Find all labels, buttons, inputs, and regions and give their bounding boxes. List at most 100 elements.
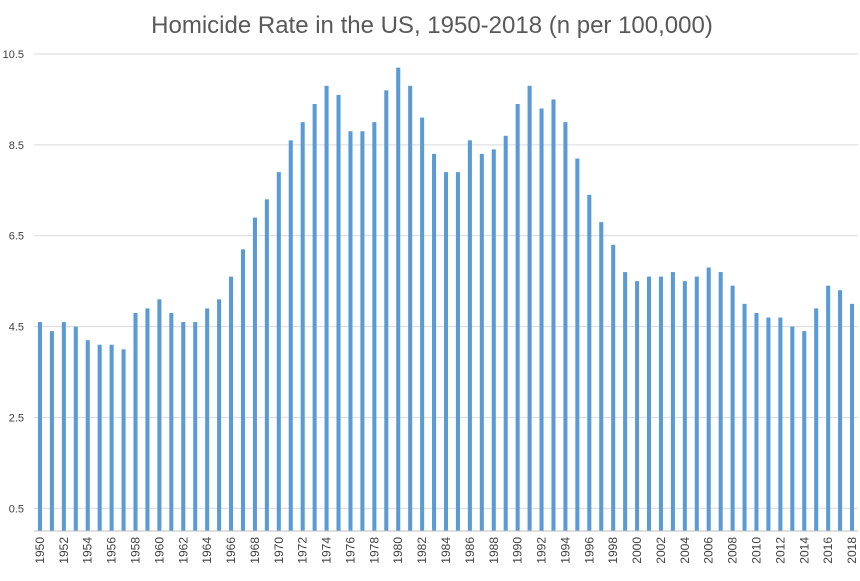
bar-2003 — [670, 272, 675, 531]
bar-1971 — [288, 140, 293, 531]
y-tick-label: 6.5 — [9, 231, 24, 243]
x-tick-label: 1998 — [606, 537, 620, 564]
y-tick-label: 10.5 — [3, 49, 24, 61]
bar-2016 — [826, 285, 831, 531]
bar-1997 — [599, 222, 604, 531]
bar-2000 — [635, 281, 640, 531]
bar-2015 — [814, 308, 819, 531]
bar-1967 — [240, 249, 246, 531]
bar-2001 — [646, 276, 652, 531]
x-tick-label: 1952 — [57, 537, 71, 564]
y-tick-label: 0.5 — [9, 503, 24, 515]
bar-1970 — [276, 172, 281, 532]
bar-2011 — [766, 317, 771, 531]
bar-2007 — [718, 272, 723, 531]
bar-1978 — [372, 122, 377, 531]
x-tick-label: 1972 — [296, 537, 310, 564]
y-tick-label: 8.5 — [9, 140, 24, 152]
x-tick-label: 1966 — [224, 537, 238, 564]
x-tick-label: 1956 — [105, 537, 119, 564]
bar-1964 — [205, 308, 210, 531]
bar-2008 — [730, 285, 735, 531]
x-tick-label: 1974 — [320, 537, 334, 564]
bar-1979 — [384, 90, 389, 531]
bar-1985 — [455, 172, 460, 532]
bar-1983 — [432, 153, 437, 531]
bar-1951 — [49, 331, 54, 531]
x-tick-label: 2012 — [773, 537, 787, 564]
bar-1999 — [623, 272, 628, 531]
bar-1955 — [97, 344, 102, 531]
bar-1961 — [169, 312, 174, 531]
bar-1969 — [264, 199, 269, 531]
x-tick-label: 1964 — [200, 537, 214, 564]
x-tick-label: 1994 — [558, 537, 572, 564]
bar-1987 — [479, 153, 484, 531]
bar-1976 — [348, 131, 353, 532]
y-axis-ticks: 0.5 2.5 4.5 6.5 8.5 10.5 — [3, 49, 24, 515]
bar-1952 — [61, 322, 66, 531]
x-tick-label: 2014 — [797, 537, 811, 564]
x-tick-label: 1992 — [535, 537, 549, 564]
y-tick-label: 2.5 — [9, 412, 24, 424]
x-tick-label: 2006 — [702, 537, 716, 564]
x-tick-label: 1986 — [463, 537, 477, 564]
bar-1957 — [121, 349, 126, 531]
x-tick-label: 2010 — [749, 537, 763, 564]
bar-1998 — [611, 244, 616, 532]
bar-1972 — [300, 122, 305, 531]
x-tick-label: 2018 — [845, 537, 859, 564]
bar-2004 — [682, 281, 687, 531]
y-tick-label: 4.5 — [9, 322, 24, 334]
bar-2014 — [802, 331, 807, 531]
bar-1980 — [396, 67, 401, 531]
x-tick-label: 1958 — [129, 537, 143, 564]
bar-1960 — [157, 299, 162, 531]
bar-2018 — [850, 303, 855, 531]
bar-1981 — [408, 85, 413, 532]
bar-1974 — [324, 85, 329, 532]
bar-2005 — [694, 276, 699, 531]
bar-2002 — [658, 276, 663, 531]
bar-1996 — [587, 194, 592, 531]
bar-2006 — [706, 267, 711, 531]
x-tick-label: 1996 — [582, 537, 596, 564]
x-tick-label: 1976 — [343, 537, 357, 564]
x-tick-label: 1990 — [511, 537, 525, 564]
bar-1966 — [229, 276, 234, 531]
x-tick-label: 1950 — [33, 537, 47, 564]
bar-1986 — [467, 140, 472, 531]
bar-1973 — [312, 103, 317, 531]
bar-1968 — [252, 217, 257, 532]
bars — [37, 67, 855, 532]
bar-1953 — [73, 326, 78, 531]
x-tick-label: 1984 — [439, 537, 453, 564]
x-tick-label: 1988 — [487, 537, 501, 564]
x-tick-label: 2002 — [654, 537, 668, 564]
x-tick-label: 1970 — [272, 537, 286, 564]
bar-1950 — [37, 322, 42, 531]
bar-1959 — [145, 308, 150, 531]
bar-1977 — [360, 131, 365, 532]
bar-2017 — [838, 290, 843, 531]
x-tick-label: 1968 — [248, 537, 262, 564]
bar-2012 — [778, 317, 783, 531]
bar-2009 — [742, 303, 747, 531]
bar-1962 — [181, 322, 186, 531]
bar-1975 — [336, 94, 341, 531]
bar-1963 — [193, 322, 198, 531]
x-tick-label: 2004 — [678, 537, 692, 564]
bar-1988 — [491, 149, 496, 531]
x-tick-label: 1978 — [367, 537, 381, 564]
x-axis-ticks: 1950 1952 1954 1956 1958 1960 1962 1964 1966 1968… — [33, 537, 859, 564]
bar-1965 — [217, 299, 222, 531]
bar-1992 — [539, 108, 544, 531]
bar-1991 — [527, 85, 532, 532]
chart-title: Homicide Rate in the US, 1950-2018 (n pe… — [151, 12, 713, 39]
bar-1994 — [563, 122, 568, 531]
bar-1958 — [133, 312, 138, 531]
x-tick-label: 1980 — [391, 537, 405, 564]
bar-1989 — [503, 135, 508, 531]
bar-1995 — [575, 158, 580, 532]
